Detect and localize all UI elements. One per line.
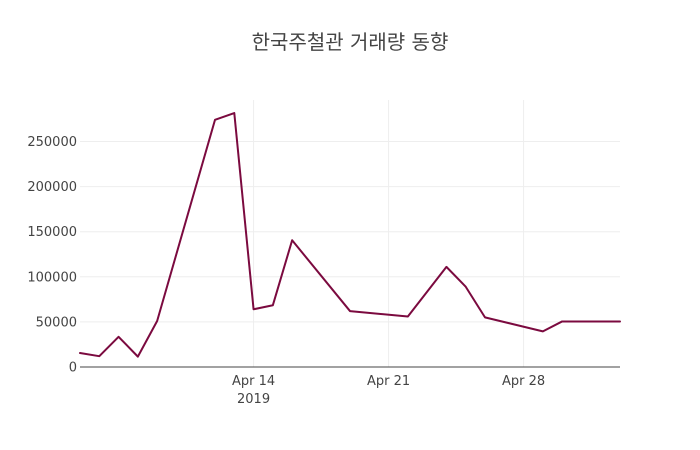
x-tick-label: Apr 28 (502, 374, 545, 389)
x-grid (253, 100, 525, 367)
series-layer (79, 112, 621, 358)
y-tick-label: 0 (69, 361, 77, 376)
y-tick-label: 250000 (27, 135, 77, 150)
x-tick-label: Apr 21 (367, 374, 410, 389)
y-tick-label: 100000 (27, 270, 77, 285)
y-tick-label: 200000 (27, 180, 77, 195)
chart-title: 한국주철관 거래량 동향 (252, 30, 449, 54)
y-tick-label: 150000 (27, 225, 77, 240)
x-tick-label: Apr 14 (232, 374, 275, 389)
axes: 0 50000 100000 150000 200000 250000 Apr 14 2019… (27, 135, 620, 407)
y-tick-label: 50000 (36, 315, 77, 330)
x-tick-year-label: 2019 (237, 392, 270, 407)
series-line (79, 112, 621, 358)
grid (80, 140, 620, 323)
